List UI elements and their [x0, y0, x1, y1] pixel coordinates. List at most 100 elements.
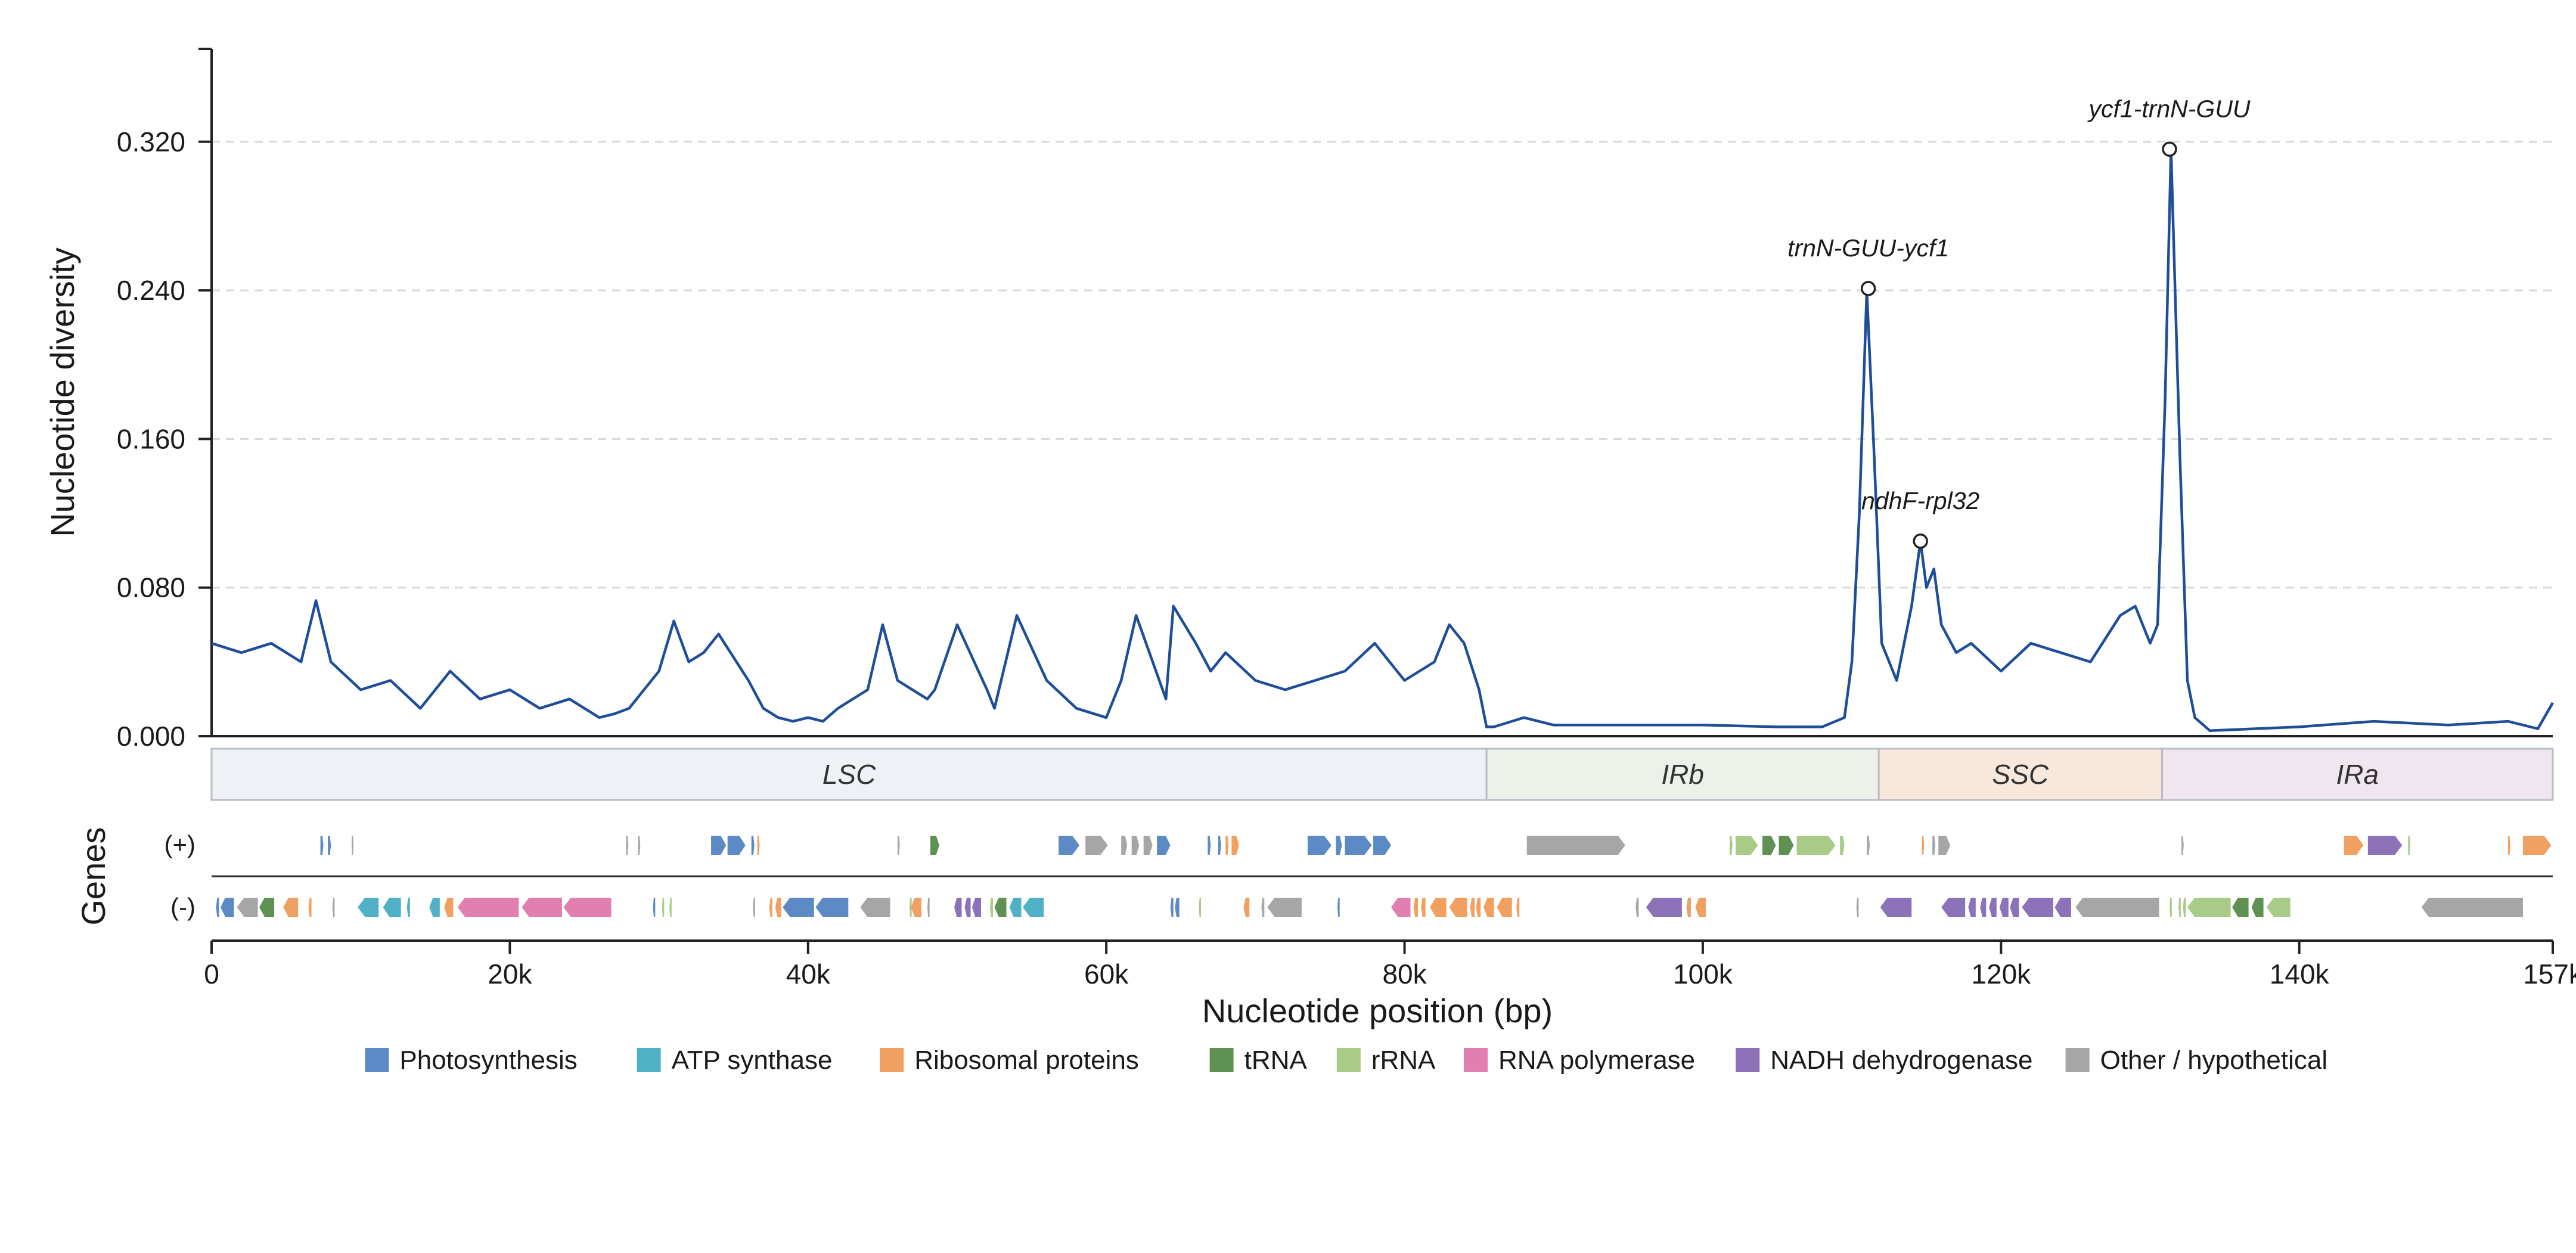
diversity-line [211, 148, 2554, 732]
gene-track [216, 836, 2552, 917]
gene-other [1121, 836, 1128, 855]
gene-rnap [1391, 898, 1411, 917]
gene-photo [216, 898, 219, 917]
gene-photo [1345, 836, 1372, 855]
gene-atp [1009, 898, 1022, 917]
peak-marker [1913, 534, 1928, 549]
gene-photo [221, 898, 234, 917]
y-axis-title: Nucleotide diversity [44, 247, 81, 537]
gene-ribo [1695, 898, 1706, 917]
gene-other [2421, 898, 2523, 917]
region-label: IRa [2336, 759, 2379, 790]
gene-rnap [457, 898, 519, 917]
plus-strand-label: (+) [165, 830, 196, 858]
gene-photo [1336, 836, 1342, 855]
gene-ndh [954, 898, 962, 917]
legend-label-photo: Photosynthesis [399, 1046, 577, 1075]
peak-marker [1860, 281, 1876, 296]
gene-ndh [1941, 898, 1966, 917]
x-tick-label: 40k [786, 959, 831, 990]
gene-other [352, 836, 354, 855]
x-tick-label: 157k [2523, 959, 2576, 990]
gene-rrna [2178, 898, 2181, 917]
gene-other [2181, 836, 2184, 855]
gene-ndh [2054, 898, 2071, 917]
y-tick-label: 0.240 [117, 275, 185, 306]
gene-ndh [2022, 898, 2053, 917]
x-tick-label: 120k [1971, 959, 2031, 990]
gene-ribo [308, 898, 312, 917]
legend-label-ribo: Ribosomal proteins [914, 1046, 1139, 1075]
gene-other [1938, 836, 1951, 855]
gene-other [1856, 898, 1859, 917]
gene-atp [429, 898, 440, 917]
legend-label-atp: ATP synthase [672, 1046, 833, 1075]
gene-other [860, 898, 890, 917]
gene-photo [1059, 836, 1080, 855]
region-label: IRb [1661, 759, 1704, 790]
legend-label-rnap: RNA polymerase [1498, 1046, 1695, 1075]
gene-atp [358, 898, 379, 917]
legend-label-other: Other / hypothetical [2100, 1046, 2328, 1075]
gene-other [897, 836, 900, 855]
gene-rnap [522, 898, 562, 917]
region-band [1485, 748, 1880, 801]
gene-rrna [662, 898, 665, 917]
region-band [210, 748, 1488, 801]
gene-atp [383, 898, 401, 917]
gene-other [1143, 836, 1153, 855]
gene-ndh [972, 898, 981, 917]
peak-label: ycf1-trnN-GUU [2087, 95, 2250, 122]
y-tick-label: 0.160 [117, 423, 185, 454]
gene-ndh [1999, 898, 2009, 917]
legend-swatch-trna [1209, 1048, 1234, 1072]
gene-ribo [769, 898, 772, 917]
gene-photo [1170, 898, 1174, 917]
legend-label-rrna: rRNA [1371, 1046, 1436, 1075]
peak-label: ndhF-rpl32 [1861, 487, 1979, 514]
gene-ndh [1880, 898, 1912, 917]
gene-photo [1373, 836, 1391, 855]
gene-ribo [1497, 898, 1512, 917]
gene-photo [783, 898, 814, 917]
gene-rrna [1736, 836, 1758, 855]
gene-photo [751, 836, 755, 855]
gene-ribo [1243, 898, 1250, 917]
peak-annotations: trnN-GUU-ycf1 ndhF-rpl32 ycf1-trnN-GUU [1787, 95, 2251, 549]
gene-ribo [1516, 898, 1520, 917]
gene-ndh [2010, 898, 2019, 917]
gene-ndh [964, 898, 971, 917]
gene-photo [727, 836, 746, 855]
gene-atp [1023, 898, 1044, 917]
gene-ribo [1470, 898, 1475, 917]
gene-photo [1208, 836, 1211, 855]
gene-ribo [757, 836, 760, 855]
gene-atp [406, 898, 410, 917]
gene-ribo [1413, 898, 1418, 917]
gene-other [1867, 836, 1870, 855]
gene-ndh [1646, 898, 1682, 917]
y-tick-label: 0.080 [117, 572, 185, 603]
peak-label: trnN-GUU-ycf1 [1787, 234, 1949, 262]
legend-swatch-atp [637, 1048, 661, 1072]
gene-other [1932, 836, 1936, 855]
gene-other [1267, 898, 1302, 917]
x-tick-label: 20k [488, 959, 532, 990]
gene-ribo [1476, 898, 1481, 917]
gene-photo [815, 898, 849, 917]
gene-trna [2251, 898, 2264, 917]
region-label: SSC [1992, 759, 2049, 790]
gene-other [1085, 836, 1108, 855]
x-axis-ticks: 0 20k 40k 60k 80k 100k 120k 140k 157k [204, 941, 2576, 990]
legend-swatch-other [2065, 1048, 2090, 1072]
gene-ribo [1231, 836, 1239, 855]
gene-ribo [1225, 836, 1229, 855]
genome-regions: LSC IRb SSC IRa [210, 748, 2554, 801]
gridlines [212, 141, 2553, 589]
gene-rrna [669, 898, 672, 917]
gene-photo [1175, 898, 1180, 917]
gene-ndh [1968, 898, 1976, 917]
gene-ndh [1989, 898, 1997, 917]
gene-rrna [2266, 898, 2291, 917]
gene-rrna [1729, 836, 1733, 855]
